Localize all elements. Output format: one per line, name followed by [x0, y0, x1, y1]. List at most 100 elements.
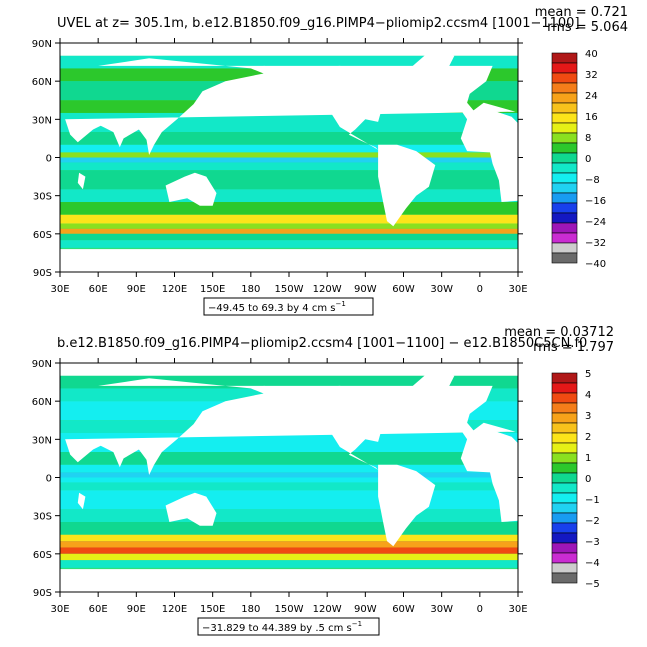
colorbar-cell	[551, 132, 578, 144]
colorbar-label: −32	[585, 238, 606, 249]
polar-cap	[60, 363, 518, 376]
landmass	[263, 65, 410, 150]
speed-band	[60, 522, 518, 535]
colorbar-label: −2	[585, 516, 600, 527]
lon-tick-label: 90E	[127, 284, 146, 295]
panel-bottom-svg: b.e12.B1850.f09_g16.PIMP4−pliomip2.ccsm4…	[32, 325, 614, 636]
lon-tick-label: 90W	[354, 604, 377, 615]
polar-cap	[60, 43, 518, 56]
lat-tick-label: 90N	[32, 359, 52, 370]
lon-tick-label: 120E	[162, 604, 187, 615]
lat-tick-label: 90S	[33, 268, 52, 279]
lat-tick-label: 90S	[33, 588, 52, 599]
colorbar-label: −4	[585, 558, 600, 569]
longitude-axis: 30E 60E 90E 120E 150E 180 150W 120W 90W 60W 30W 0 30…	[50, 358, 528, 615]
colorbar-cell	[551, 492, 578, 504]
land-mask	[60, 43, 545, 272]
colorbar-cell	[551, 82, 578, 94]
colorbar: 5 4 3 2 1 0 −1 −2 −3 −4 −5	[551, 369, 600, 590]
colorbar-cell	[551, 552, 578, 564]
lon-tick-label: 180	[241, 284, 260, 295]
colorbar-cell	[551, 162, 578, 174]
colorbar-label: −16	[585, 196, 606, 207]
antarctica	[60, 569, 518, 592]
lon-tick-label: 150W	[275, 284, 304, 295]
speed-band	[60, 157, 518, 163]
lon-tick-label: 90W	[354, 284, 377, 295]
colorbar-cell	[551, 482, 578, 494]
panel-bottom: b.e12.B1850.f09_g16.PIMP4−pliomip2.ccsm4…	[0, 320, 647, 640]
range-box: −49.45 to 69.3 by 4 cm s−1	[203, 297, 374, 316]
colorbar-cell	[551, 202, 578, 214]
lon-tick-label: 150E	[200, 604, 225, 615]
map-plot	[59, 362, 545, 593]
lon-tick-label: 180	[241, 604, 260, 615]
speed-band	[60, 223, 518, 229]
colorbar-cell	[551, 442, 578, 454]
lon-tick-label: 60E	[89, 604, 108, 615]
colorbar-label: −24	[585, 217, 606, 228]
colorbar-label: 16	[585, 112, 598, 123]
colorbar-cell	[551, 222, 578, 234]
colorbar-label: 1	[585, 453, 591, 464]
colorbar-cell	[551, 422, 578, 434]
range-box-frame	[197, 617, 380, 636]
lon-tick-label: 60W	[392, 284, 415, 295]
range-label: −49.45 to 69.3 by 4 cm s−1	[208, 300, 346, 314]
colorbar-cell	[551, 392, 578, 404]
landmass	[165, 492, 217, 526]
speed-band	[60, 509, 518, 523]
colorbar-cell	[551, 412, 578, 424]
lon-tick-label: 60W	[392, 604, 415, 615]
speed-band	[60, 464, 518, 473]
speed-band	[60, 132, 518, 145]
lon-tick-label: 60E	[89, 284, 108, 295]
landmass	[263, 385, 410, 470]
colorbar-cell	[551, 562, 578, 574]
map-plot	[59, 42, 545, 273]
lat-tick-label: 0	[46, 474, 52, 485]
colorbar-cell	[551, 462, 578, 474]
colorbar-cell	[551, 502, 578, 514]
speed-band	[60, 547, 518, 554]
speed-band	[60, 152, 518, 158]
colorbar-cell	[551, 372, 578, 384]
colorbar-label: 4	[585, 390, 591, 401]
landmass	[460, 430, 545, 522]
colorbar-cell	[551, 62, 578, 74]
colorbar-label: −5	[585, 579, 600, 590]
lat-tick-label: 60N	[32, 397, 52, 408]
colorbar-cell	[551, 172, 578, 184]
speed-band	[60, 490, 518, 510]
mean-label: mean = 0.721	[535, 5, 628, 20]
rms-label: rms = 1.797	[533, 340, 614, 355]
colorbar-cell	[551, 432, 578, 444]
speed-band	[60, 472, 518, 478]
panel-title: UVEL at z= 305.1m, b.e12.B1850.f09_g16.P…	[57, 16, 580, 31]
colorbar-cell	[551, 242, 578, 254]
colorbar-label: 0	[585, 474, 591, 485]
lat-tick-label: 60N	[32, 77, 52, 88]
colorbar: 40 32 24 16 8 0 −8 −16 −24 −32 −40	[551, 49, 606, 270]
colorbar-cell	[551, 232, 578, 244]
landmass	[403, 51, 455, 82]
colorbar-cell	[551, 402, 578, 414]
lat-tick-label: 60S	[33, 550, 52, 561]
speed-band	[60, 162, 518, 171]
lon-tick-label: 30W	[430, 604, 453, 615]
colorbar-cell	[551, 382, 578, 394]
lon-tick-label: 90E	[127, 604, 146, 615]
lon-tick-label: 150E	[200, 284, 225, 295]
speed-band	[60, 452, 518, 465]
speed-band	[60, 170, 518, 190]
colorbar-cell	[551, 472, 578, 484]
colorbar-label: 0	[585, 154, 591, 165]
lat-tick-label: 30N	[32, 115, 52, 126]
colorbar-label: 3	[585, 411, 591, 422]
colorbar-cell	[551, 252, 578, 264]
colorbar-label: −40	[585, 259, 606, 270]
speed-band	[60, 482, 518, 491]
range-box-frame	[203, 297, 374, 316]
speed-band	[60, 202, 518, 215]
landmass	[460, 110, 545, 202]
